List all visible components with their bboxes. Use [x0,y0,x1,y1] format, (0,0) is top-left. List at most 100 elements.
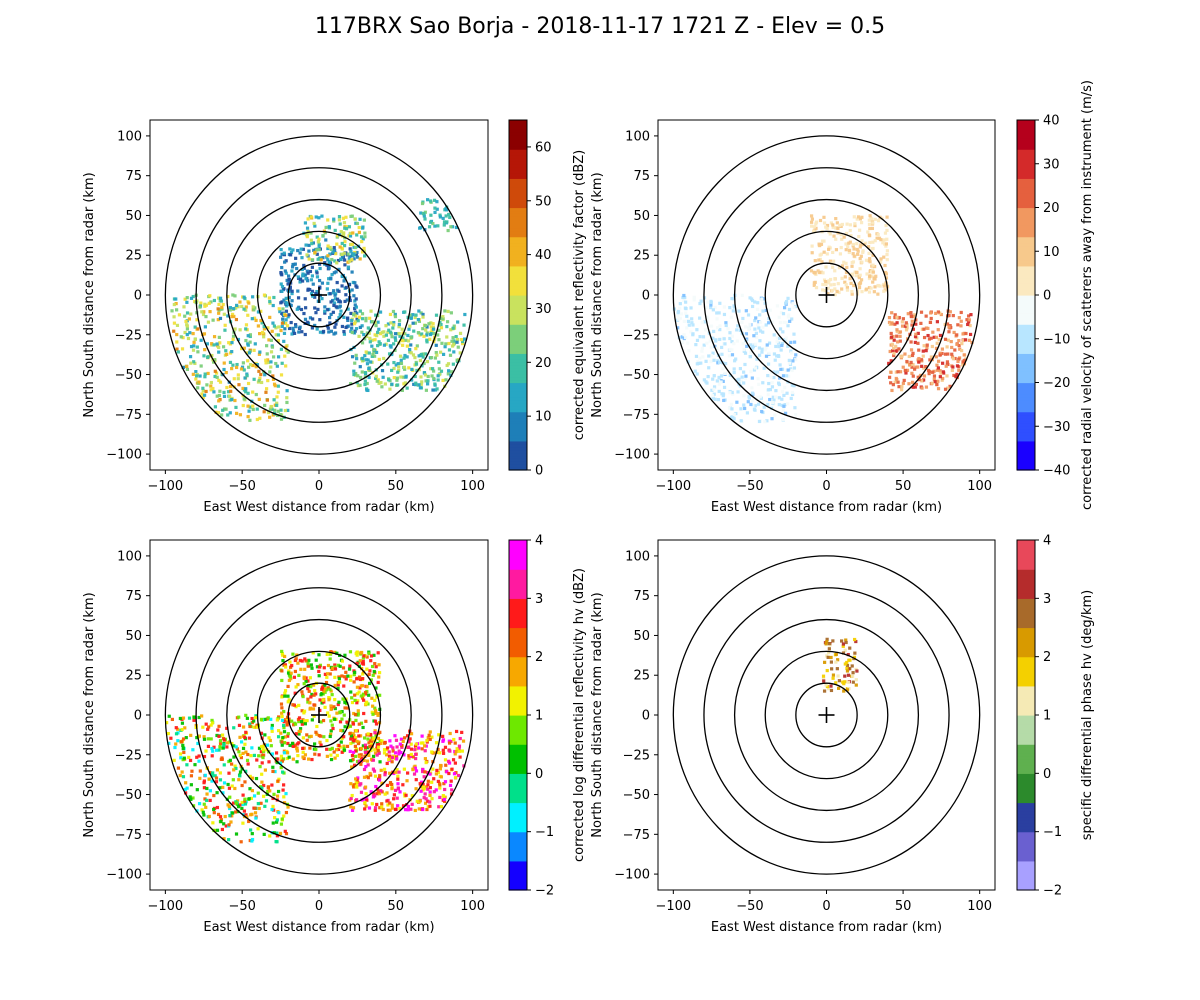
colorbar-swatch [509,612,527,617]
echo-gate [414,381,418,385]
echo-gate [781,312,786,316]
echo-gate [856,249,860,253]
echo-gate [848,228,852,233]
range-ring [164,135,474,455]
echo-gate [710,394,715,398]
echo-gate [221,345,226,349]
echo-gate [342,746,346,751]
echo-gate [220,305,224,310]
echo-gate [709,306,713,310]
colorbar-swatch [509,341,527,346]
echo-gate [757,382,761,386]
echo-gate [323,672,327,676]
echo-gate [455,340,459,344]
echo-gate [284,309,289,313]
colorbar-swatch [509,394,527,398]
colorbar-swatch [1017,665,1035,669]
echo-gate [422,775,426,779]
echo-gate [731,392,735,396]
echo-gate [454,335,458,339]
echo-gate [373,794,377,798]
echo-gate [211,318,215,322]
echo-gate [310,718,314,722]
echo-gate [405,734,410,738]
echo-gate [779,367,783,372]
echo-gate [871,280,875,284]
echo-gate [309,734,313,738]
echo-gate [262,335,266,339]
echo-gate [333,717,337,721]
echo-gate [380,781,384,785]
x-tick-label: −100 [655,899,691,914]
echo-gate [868,260,872,264]
echo-gate [745,344,749,348]
colorbar-swatch [509,353,527,357]
colorbar-swatch [509,455,527,459]
echo-gate [757,353,762,357]
echo-gate [891,383,895,387]
colorbar-swatch [509,248,527,252]
echo-gate [916,331,920,335]
echo-gate [819,270,823,274]
echo-gate [390,806,395,810]
echo-gate [365,358,369,362]
echo-gate [445,320,450,324]
echo-gate [404,793,408,797]
echo-gate [280,817,284,821]
echo-gate [308,746,312,750]
echo-gate [754,316,758,320]
colorbar-tick-label: 40 [1043,114,1060,129]
echo-gate [251,407,255,412]
echo-gate [840,276,844,280]
echo-gate [822,679,826,683]
echo-gate [422,214,426,218]
echo-gate [335,711,339,715]
echo-gate [426,382,430,386]
echo-gate [758,339,762,343]
echo-gate [780,341,785,346]
echo-gate [702,343,706,347]
echo-gate [900,324,905,328]
echo-gate [414,313,418,317]
echo-gate [202,310,206,314]
echo-gate [893,313,897,317]
echo-gate [280,289,284,293]
echo-gate [442,223,446,227]
echo-gate [276,757,280,761]
echo-gate [287,313,291,317]
echo-gate [202,802,206,806]
echo-gate [302,676,307,681]
echo-gate [225,745,229,749]
echo-gate [332,217,336,221]
echo-gate [347,225,352,229]
echo-gate [831,265,835,269]
echo-gate [266,789,270,794]
echo-gate [449,779,453,783]
echo-gate [282,298,286,302]
echo-gate [375,379,379,383]
echo-gate [832,234,836,238]
echo-gate [378,760,382,764]
echo-gate [874,274,878,278]
colorbar-swatch [1017,540,1035,544]
echo-gate [885,228,889,233]
echo-gate [342,735,346,739]
echo-gate [677,317,681,321]
colorbar-swatch [1017,729,1035,734]
echo-gate [306,679,310,683]
echo-gate [217,296,221,300]
echo-gate [408,313,412,317]
echo-gate [401,804,406,808]
echo-gate [396,383,400,387]
colorbar-swatch [1017,464,1035,468]
echo-gate [354,353,358,357]
echo-gate [174,732,179,736]
colorbar-swatch [509,682,527,687]
echo-gate [275,401,279,405]
echo-gate [286,671,291,675]
echo-gate [187,716,192,720]
echo-gate [218,739,223,743]
echo-gate [337,289,341,293]
echo-gate [215,394,219,398]
echo-gate [354,297,358,301]
